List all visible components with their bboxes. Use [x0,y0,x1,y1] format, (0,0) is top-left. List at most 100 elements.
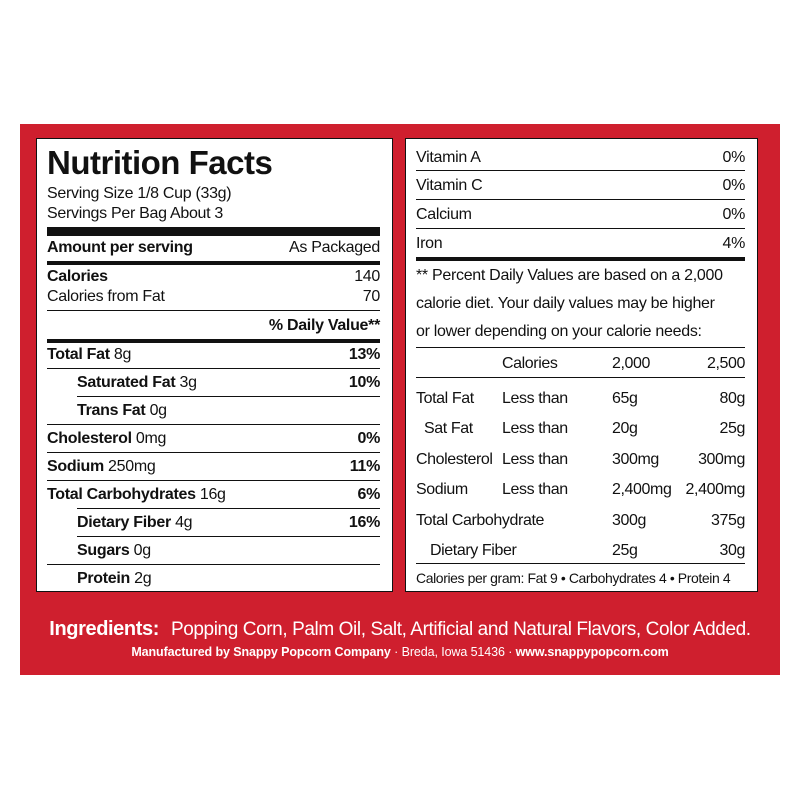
nutrient-pct: 0% [357,430,380,447]
daily-values-box: Vitamin A 0% Vitamin C 0% Calcium 0% Iro… [405,138,758,592]
as-packaged-header: As Packaged [289,239,380,256]
medium-rule [416,257,745,261]
nutrient-row-sugars: Sugars 0g [77,541,380,561]
manufacturer-address: · Breda, Iowa 51436 · [390,645,516,659]
medium-rule [47,339,380,343]
dv-cell: 300g [612,512,646,529]
dv-table-row: Dietary Fiber 25g 30g [416,541,745,561]
ingredients-label: Ingredients: [49,618,159,640]
nutrient-amount: 0g [129,542,152,559]
ingredients-text: Popping Corn, Palm Oil, Salt, Artificial… [170,619,751,640]
dv-cell: 300mg [612,451,659,468]
dv-table-row: Total Fat Less than 65g 80g [416,389,745,409]
nutrient-label: Cholesterol [47,430,132,447]
rule [416,347,745,348]
calories-fat-value: 70 [362,288,381,305]
rule [77,508,380,509]
calories-fat-label: Calories from Fat [47,288,165,305]
nutrient-label: Total Carbohydrates [47,486,196,503]
calories-row: Calories 140 [47,267,380,287]
dv-cell: 25g [719,420,746,437]
dv-cell: 30g [719,542,746,559]
nutrient-label: Saturated Fat [77,374,176,391]
dv-cell: Less than [502,451,568,468]
dv-cell: Total Carbohydrate [416,512,544,529]
dv-cell: Sat Fat [424,420,473,437]
dv-header-2000: 2,000 [612,355,651,372]
dv-cell: 375g [711,512,745,529]
dv-table-row: Total Carbohydrate 300g 375g [416,511,745,531]
dv-header: % Daily Value** [268,317,380,334]
nutrient-row-sodium: Sodium 250mg 11% [47,457,380,477]
dv-table-row: Cholesterol Less than 300mg 300mg [416,450,745,470]
calories-value: 140 [354,268,380,285]
dv-cell: 2,400mg [612,481,672,498]
rule [47,480,380,481]
dv-table-header: Calories 2,000 2,500 [416,354,745,374]
rule [47,452,380,453]
nutrient-label: Protein [77,570,131,587]
nutrient-pct: 11% [349,458,381,475]
dv-cell: 80g [719,390,746,407]
nutrient-pct: 16% [348,514,380,531]
manufacturer-name: Manufactured by Snappy Popcorn Company [131,645,391,659]
nutrient-label: Sodium [47,458,104,475]
nutrient-amount: 0mg [131,430,167,447]
dv-cell: Cholesterol [416,451,493,468]
dv-cell: Total Fat [416,390,474,407]
ingredients-line: Ingredients: Popping Corn, Palm Oil, Salt… [0,617,800,642]
dv-table-row: Sodium Less than 2,400mg 2,400mg [416,480,745,500]
nutrient-amount: 250mg [103,458,156,475]
dv-cell: Dietary Fiber [430,542,517,559]
dv-cell: Less than [502,390,568,407]
rule [77,536,380,537]
calories-label: Calories [47,268,108,285]
vitamin-row: Vitamin A 0% [416,148,745,168]
nutrient-pct: 13% [348,346,380,363]
vitamin-name: Iron [416,235,443,252]
dv-footnote-line: or lower depending on your calorie needs… [416,323,702,340]
dv-cell: 25g [612,542,638,559]
dv-footnote-line: calorie diet. Your daily values may be h… [416,295,715,312]
thick-rule [47,227,380,236]
rule [47,310,380,311]
dv-header-calories: Calories [502,355,558,372]
nutrient-amount: 16g [195,486,226,503]
manufacturer-line: Manufactured by Snappy Popcorn Company ·… [0,644,800,660]
vitamin-row: Iron 4% [416,234,745,254]
nutrient-row-saturated-fat: Saturated Fat 3g 10% [77,373,380,393]
nutrition-facts-box: Nutrition Facts Serving Size 1/8 Cup (33… [36,138,393,592]
dv-cell: 20g [612,420,638,437]
dv-cell: Less than [502,420,568,437]
nutrient-label: Trans Fat [77,402,146,419]
vitamin-name: Vitamin A [416,149,481,166]
dv-header-row: % Daily Value** [47,316,380,336]
nutrient-row-total-fat: Total Fat 8g 13% [47,345,380,365]
nutrient-amount: 8g [109,346,132,363]
dv-table-row: Sat Fat Less than 20g 25g [416,419,745,439]
nutrition-title: Nutrition Facts [47,144,273,181]
vitamin-row: Calcium 0% [416,205,745,225]
vitamin-name: Calcium [416,206,472,223]
nutrient-amount: 0g [145,402,168,419]
nutrient-label: Dietary Fiber [77,514,171,531]
nutrient-pct: 6% [357,486,380,503]
nutrient-row-protein: Protein 2g [77,569,380,589]
vitamin-name: Vitamin C [416,177,483,194]
nutrient-row-total-carbohydrates: Total Carbohydrates 16g 6% [47,485,380,505]
nutrient-label: Total Fat [47,346,110,363]
rule [416,228,745,229]
nutrient-amount: 3g [175,374,197,391]
calories-fat-row: Calories from Fat 70 [47,287,380,307]
rule [77,396,380,397]
dv-footnote-line: ** Percent Daily Values are based on a 2… [416,267,723,284]
vitamin-pct: 4% [722,235,745,252]
rule [416,563,745,564]
dv-header-2500: 2,500 [706,355,745,372]
dv-cell: Less than [502,481,568,498]
nutrient-amount: 4g [170,514,193,531]
amount-header: Amount per serving [47,239,193,256]
nutrient-pct: 10% [348,374,380,391]
vitamin-row: Vitamin C 0% [416,176,745,196]
rule [416,199,745,200]
